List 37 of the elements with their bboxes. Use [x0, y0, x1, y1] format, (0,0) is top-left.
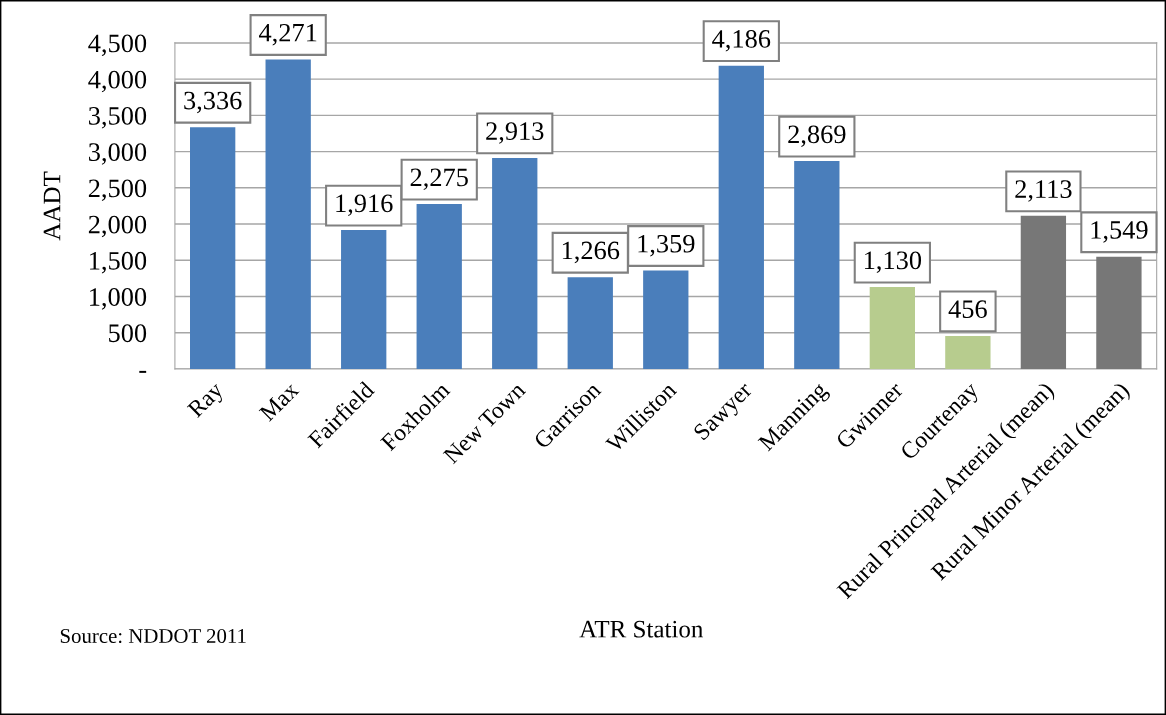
- data-label: 2,275: [410, 168, 468, 191]
- y-tick-label: 2,000: [88, 215, 147, 238]
- x-axis-title: ATR Station: [579, 620, 704, 638]
- data-label: 1,266: [562, 241, 620, 264]
- y-tick-label: 2,500: [88, 179, 147, 202]
- data-label: 1,549: [1091, 221, 1148, 243]
- data-label: 1,359: [638, 234, 695, 257]
- y-tick-label: -: [139, 370, 147, 373]
- data-label: 4,271: [259, 23, 317, 46]
- bar: [416, 204, 462, 369]
- bar: [643, 270, 689, 369]
- data-label: 4,186: [712, 29, 771, 52]
- y-tick-label: 500: [109, 324, 147, 343]
- bar: [869, 287, 916, 369]
- x-tick-label: Ray: [186, 380, 228, 422]
- bar: [190, 127, 236, 369]
- y-tick-label: 3,500: [89, 106, 147, 129]
- bar: [718, 65, 764, 369]
- y-axis-title: AADT: [43, 171, 61, 241]
- y-tick-label: 4,500: [88, 34, 147, 57]
- data-label: 1,130: [864, 251, 922, 274]
- bar: [341, 230, 387, 369]
- y-tick-label: 1,500: [90, 251, 147, 274]
- bar: [265, 59, 311, 369]
- y-tick-label: 1,000: [90, 288, 147, 310]
- data-label: 2,869: [788, 125, 846, 148]
- y-tick-label: 3,000: [89, 143, 147, 165]
- data-label: 3,336: [184, 91, 242, 114]
- data-label: 2,913: [486, 122, 544, 144]
- data-label: 1,916: [336, 194, 393, 217]
- bar: [567, 277, 613, 369]
- x-tick-label: Max: [258, 380, 300, 422]
- y-tick-label: 4,000: [88, 70, 147, 93]
- bar: [794, 161, 840, 369]
- source-note: Source: NDDOT 2011: [60, 628, 246, 644]
- data-label: 456: [948, 300, 987, 319]
- data-label: 2,113: [1015, 180, 1072, 202]
